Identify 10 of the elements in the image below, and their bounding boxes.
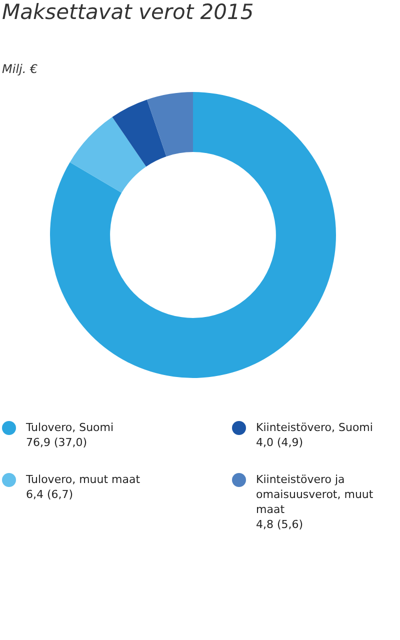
legend-label: Kiinteistövero, Suomi <box>256 420 373 435</box>
legend-label: Kiinteistövero ja omaisuusverot, muut maat <box>256 472 374 517</box>
data-label: 6,4 (6,7) <box>26 487 74 502</box>
data-label: 4,0 (4,9) <box>256 435 304 450</box>
chart-subtitle: Milj. € <box>2 62 38 76</box>
legend-label: Tulovero, Suomi <box>26 420 114 435</box>
data-label: 4,8 (5,6) <box>256 517 304 532</box>
chart-title: Maksettavat verot 2015 <box>2 0 254 24</box>
data-label: 76,9 (37,0) <box>26 435 88 450</box>
legend-label: Tulovero, muut maat <box>26 472 140 487</box>
